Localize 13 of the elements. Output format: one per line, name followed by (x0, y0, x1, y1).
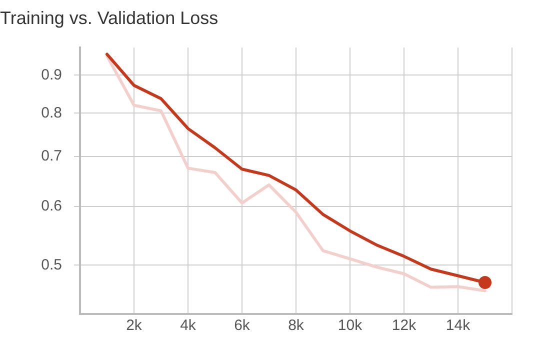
x-tick-label: 10k (338, 317, 363, 334)
chart-title: Training vs. Validation Loss (0, 8, 218, 28)
y-tick-label: 0.9 (41, 66, 62, 84)
x-tick-label: 8k (288, 317, 304, 334)
x-tick-label: 4k (180, 317, 196, 334)
x-tick-label: 6k (234, 317, 250, 334)
y-tick-label: 0.5 (41, 256, 62, 274)
y-tick-label: 0.7 (41, 148, 62, 165)
y-tick-label: 0.8 (41, 104, 62, 122)
x-tick-label: 2k (126, 317, 142, 334)
x-tick-label: 14k (446, 317, 471, 334)
y-tick-label: 0.6 (41, 197, 62, 214)
x-tick-label: 12k (392, 317, 417, 334)
